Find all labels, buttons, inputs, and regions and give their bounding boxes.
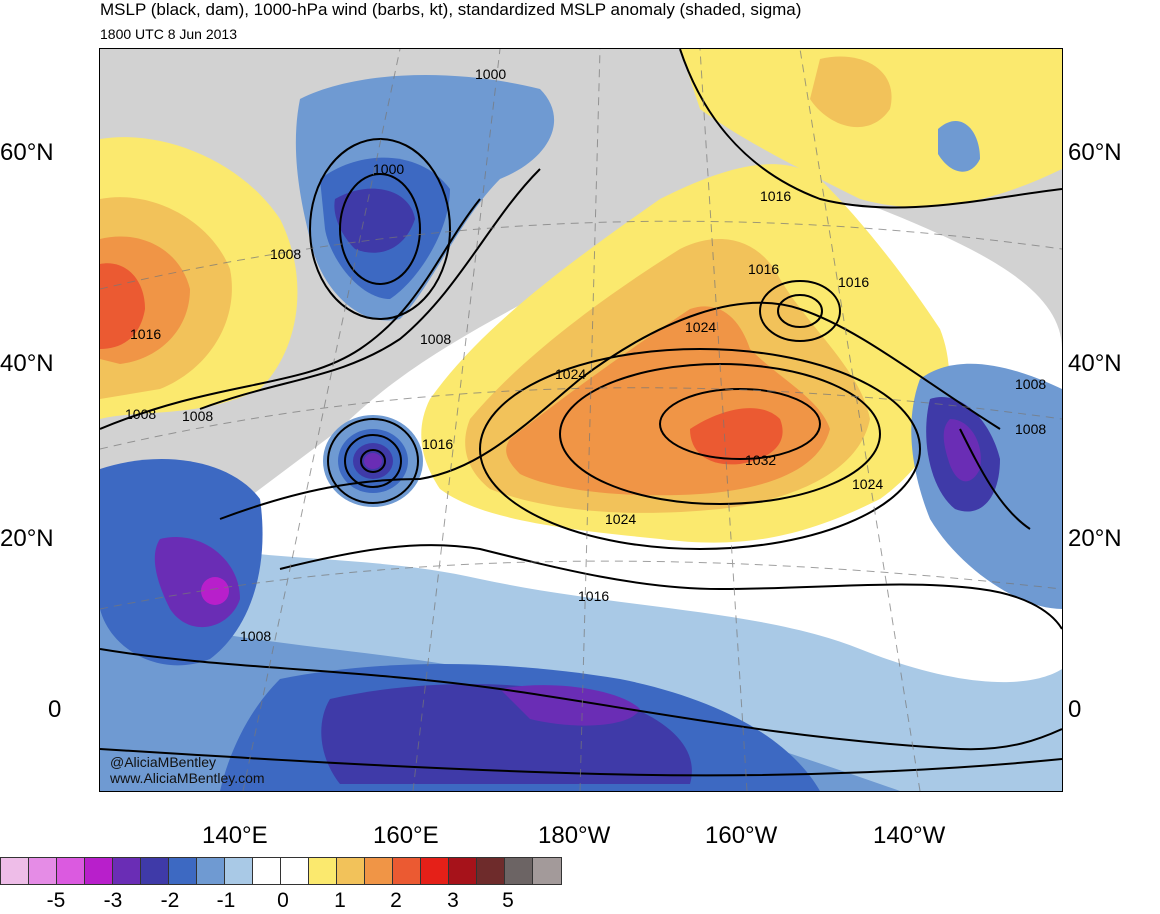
colorbar-tick-label: 2 (390, 889, 402, 912)
lat-label-right-40n: 40°N (1068, 350, 1122, 377)
isobar-label: 1008 (420, 331, 451, 347)
colorbar-tick-label: 5 (502, 889, 514, 912)
colorbar-swatch (85, 858, 113, 884)
anomaly-neg3-westpac (154, 537, 240, 628)
colorbar-swatch (169, 858, 197, 884)
lat-label-left-40n: 40°N (0, 350, 54, 377)
isobar-label: 1008 (1015, 376, 1046, 392)
lat-label-right-0: 0 (1068, 696, 1082, 723)
lat-label-right-20n: 20°N (1068, 525, 1122, 552)
lon-label-160e: 160°E (373, 822, 439, 849)
colorbar-swatch (29, 858, 57, 884)
colorbar-swatch (281, 858, 309, 884)
map-valid-time: 1800 UTC 8 Jun 2013 (100, 26, 237, 42)
isobar-label: 1016 (578, 588, 609, 604)
colorbar-tick-label: 1 (334, 889, 346, 912)
isobar-label: 1008 (125, 406, 156, 422)
isobar-label: 1016 (130, 326, 161, 342)
isobar-label: 1000 (373, 161, 404, 177)
colorbar-swatch (337, 858, 365, 884)
isobar-label: 1024 (852, 476, 883, 492)
colorbar-swatch (225, 858, 253, 884)
colorbar-tick-label: -1 (216, 889, 236, 912)
isobar-label: 1024 (685, 319, 716, 335)
colorbar-swatch (57, 858, 85, 884)
lat-label-left-60n: 60°N (0, 139, 54, 166)
isobar-label: 1016 (760, 188, 791, 204)
colorbar-tick-label: -2 (160, 889, 180, 912)
isobar-label: 1032 (745, 452, 776, 468)
credit-website: www.AliciaMBentley.com (110, 770, 265, 786)
colorbar-swatch (1, 858, 29, 884)
isobar-label: 1016 (422, 436, 453, 452)
colorbar-swatch (141, 858, 169, 884)
colorbar-swatch (309, 858, 337, 884)
colorbar-tick-label: 0 (277, 889, 289, 912)
lat-label-left-0: 0 (48, 696, 62, 723)
map-panel: 1000 1000 1008 1008 1008 1008 1016 1016 … (99, 48, 1063, 792)
lat-label-right-60n: 60°N (1068, 139, 1122, 166)
lon-label-160w: 160°W (705, 822, 778, 849)
credit-handle: @AliciaMBentley (110, 754, 217, 770)
colorbar-swatch (421, 858, 449, 884)
map-graphic: 1000 1000 1008 1008 1008 1008 1016 1016 … (100, 49, 1062, 791)
graticule (100, 49, 1062, 791)
isobar-label: 1024 (555, 366, 586, 382)
isobar-label: 1016 (748, 261, 779, 277)
isobar-label: 1008 (270, 246, 301, 262)
colorbar-swatch (365, 858, 393, 884)
isobar-label: 1024 (605, 511, 636, 527)
isobar-label: 1008 (1015, 421, 1046, 437)
colorbar-swatch (197, 858, 225, 884)
isobar-label: 1000 (475, 66, 506, 82)
colorbar-swatch (393, 858, 421, 884)
colorbar-swatch (505, 858, 533, 884)
map-title: MSLP (black, dam), 1000-hPa wind (barbs,… (100, 0, 802, 19)
colorbar-swatch (253, 858, 281, 884)
colorbar-swatch (533, 858, 561, 884)
lon-label-140e: 140°E (202, 822, 268, 849)
lon-label-140w: 140°W (873, 822, 946, 849)
colorbar (0, 857, 562, 885)
lat-label-left-20n: 20°N (0, 525, 54, 552)
lon-label-180w: 180°W (538, 822, 611, 849)
anomaly-neg4-westpac (201, 577, 229, 605)
colorbar-swatch (449, 858, 477, 884)
isobar-label: 1008 (240, 628, 271, 644)
isobar-label: 1008 (182, 408, 213, 424)
colorbar-tick-label: -3 (103, 889, 123, 912)
isobar-label: 1016 (838, 274, 869, 290)
colorbar-tick-label: -5 (46, 889, 66, 912)
colorbar-swatch (477, 858, 505, 884)
colorbar-tick-label: 3 (447, 889, 459, 912)
colorbar-swatch (113, 858, 141, 884)
